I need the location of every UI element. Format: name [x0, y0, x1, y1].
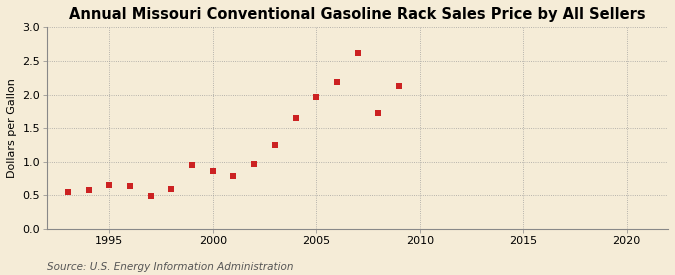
Point [83, 188, 94, 192]
Point [352, 51, 363, 55]
Point [166, 187, 177, 192]
Point [207, 168, 218, 173]
Point [63, 190, 74, 194]
Point [187, 163, 198, 167]
Point [373, 111, 383, 115]
Point [310, 94, 321, 99]
Point [125, 184, 136, 188]
Y-axis label: Dollars per Gallon: Dollars per Gallon [7, 78, 17, 178]
Point [228, 174, 239, 178]
Point [145, 194, 156, 198]
Point [290, 116, 301, 120]
Point [104, 183, 115, 188]
Point [269, 143, 280, 147]
Text: Source: U.S. Energy Information Administration: Source: U.S. Energy Information Administ… [47, 262, 294, 272]
Point [249, 162, 260, 166]
Point [331, 80, 342, 85]
Title: Annual Missouri Conventional Gasoline Rack Sales Price by All Sellers: Annual Missouri Conventional Gasoline Ra… [70, 7, 646, 22]
Point [394, 84, 404, 89]
